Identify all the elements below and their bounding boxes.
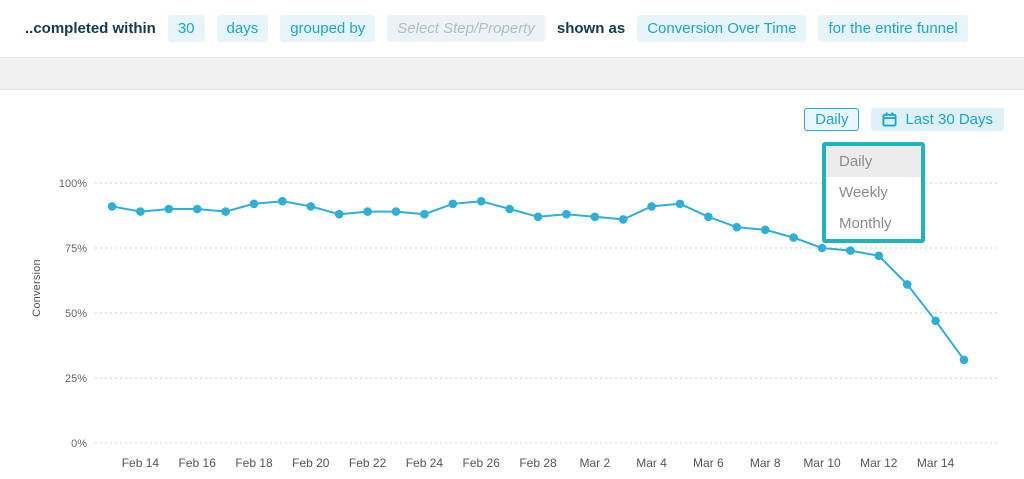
completed-within-label: ..completed within	[25, 20, 156, 37]
svg-text:75%: 75%	[65, 243, 87, 255]
conversion-line-chart: 0% 25% 50% 75% 100% Feb 14 Feb 16 Feb 18 Feb 20 F…	[59, 178, 998, 470]
svg-text:Mar 14: Mar 14	[917, 456, 955, 470]
date-range-button[interactable]: Last 30 Days	[871, 108, 1004, 131]
svg-text:Mar 4: Mar 4	[636, 456, 667, 470]
chart-controls: Daily Last 30 Days	[804, 108, 1004, 131]
svg-text:Feb 28: Feb 28	[519, 456, 557, 470]
chart-panel: Daily Last 30 Days Daily Weekly Monthly Co…	[0, 90, 1024, 479]
shown-as-label: shown as	[556, 20, 626, 37]
interval-button[interactable]: Daily	[804, 108, 860, 131]
svg-text:Mar 12: Mar 12	[860, 456, 898, 470]
dropdown-item-weekly[interactable]: Weekly	[826, 177, 921, 208]
query-toolbar: ..completed within 30 days grouped by Se…	[0, 0, 1024, 57]
interval-dropdown: Daily Weekly Monthly	[822, 142, 925, 243]
svg-text:0%: 0%	[71, 438, 87, 450]
svg-text:100%: 100%	[59, 178, 87, 190]
group-property-select[interactable]: Select Step/Property	[387, 15, 545, 42]
svg-text:Feb 16: Feb 16	[179, 456, 217, 470]
svg-text:Feb 14: Feb 14	[122, 456, 160, 470]
dropdown-item-daily[interactable]: Daily	[826, 146, 921, 177]
window-unit-chip[interactable]: days	[216, 15, 269, 42]
svg-text:Mar 2: Mar 2	[579, 456, 610, 470]
dropdown-item-monthly[interactable]: Monthly	[826, 208, 921, 239]
section-divider	[0, 57, 1024, 90]
svg-text:Feb 24: Feb 24	[406, 456, 444, 470]
calendar-icon	[882, 112, 897, 127]
svg-text:Feb 18: Feb 18	[235, 456, 273, 470]
svg-text:Mar 6: Mar 6	[693, 456, 724, 470]
grouped-by-chip[interactable]: grouped by	[280, 15, 376, 42]
svg-text:Mar 8: Mar 8	[750, 456, 781, 470]
display-type-chip[interactable]: Conversion Over Time	[637, 15, 807, 42]
window-value-chip[interactable]: 30	[167, 15, 205, 42]
svg-text:50%: 50%	[65, 308, 87, 320]
y-axis-label: Conversion	[31, 259, 43, 317]
svg-text:Feb 20: Feb 20	[292, 456, 330, 470]
scope-chip[interactable]: for the entire funnel	[818, 15, 968, 42]
svg-text:Feb 26: Feb 26	[463, 456, 501, 470]
svg-text:25%: 25%	[65, 373, 87, 385]
date-range-label: Last 30 Days	[905, 111, 993, 128]
svg-text:Mar 10: Mar 10	[803, 456, 841, 470]
svg-text:Feb 22: Feb 22	[349, 456, 387, 470]
